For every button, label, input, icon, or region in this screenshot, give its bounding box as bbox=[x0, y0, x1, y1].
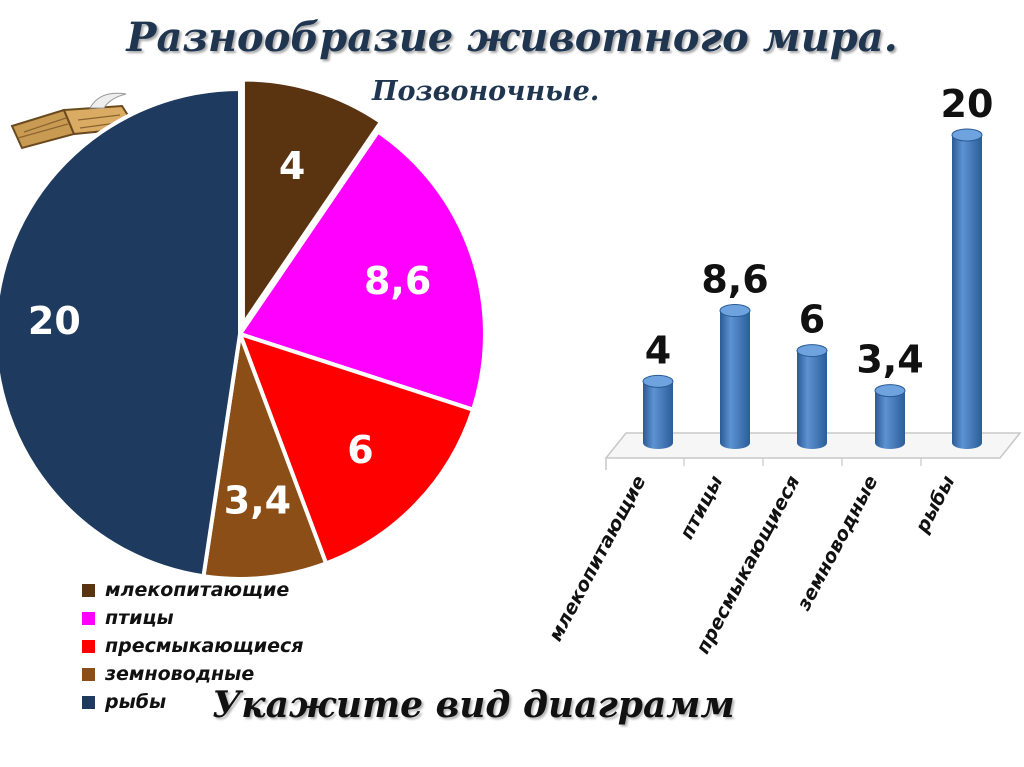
bar-top bbox=[874, 384, 906, 398]
legend-label: млекопитающие bbox=[105, 579, 290, 601]
page-title: Разнообразие животного мира. bbox=[126, 14, 898, 61]
pie-legend: млекопитающие птицы пресмыкающиеся земновод… bbox=[82, 576, 303, 716]
pie-data-label: 3,4 bbox=[224, 479, 291, 523]
bar-data-label: 4 bbox=[645, 328, 671, 372]
legend-item: рыбы bbox=[82, 688, 303, 716]
legend-label: пресмыкающиеся bbox=[105, 635, 304, 657]
pie-slice-3 bbox=[236, 330, 476, 566]
open-book-icon bbox=[10, 92, 138, 150]
legend-item: пресмыкающиеся bbox=[82, 632, 303, 660]
bar-body bbox=[952, 135, 982, 449]
pie-slice-4 bbox=[201, 326, 329, 581]
bar-category-label: птицы bbox=[676, 472, 728, 543]
legend-label: земноводные bbox=[105, 663, 255, 685]
bar-data-label: 20 bbox=[941, 82, 994, 126]
bar-data-label: 6 bbox=[799, 298, 825, 342]
bar-top bbox=[796, 344, 828, 358]
legend-swatch bbox=[82, 695, 95, 709]
bar-1 bbox=[642, 374, 674, 449]
bar-data-label: 8,6 bbox=[701, 258, 768, 302]
bar-top bbox=[719, 304, 751, 318]
pie-data-label: 6 bbox=[347, 428, 373, 472]
pie-data-label: 4 bbox=[279, 144, 305, 188]
bar-category-label: млекопитающие bbox=[544, 472, 650, 645]
bar-body bbox=[797, 350, 827, 449]
pie-slice-2 bbox=[236, 128, 487, 413]
pie-data-label: 20 bbox=[28, 299, 81, 343]
legend-item: млекопитающие bbox=[82, 576, 303, 604]
page-subtitle: Позвоночные. bbox=[372, 76, 600, 107]
bar-body bbox=[720, 310, 750, 449]
footer-question: Укажите вид диаграмм bbox=[212, 684, 735, 726]
bar-2 bbox=[719, 304, 751, 449]
legend-swatch bbox=[82, 583, 95, 597]
legend-swatch bbox=[82, 611, 95, 625]
legend-label: птицы bbox=[105, 607, 174, 629]
legend-item: птицы bbox=[82, 604, 303, 632]
legend-swatch bbox=[82, 639, 95, 653]
pie-slice-1 bbox=[240, 77, 384, 331]
bar-data-label: 3,4 bbox=[856, 338, 923, 382]
bar-5 bbox=[951, 128, 983, 449]
bar-category-label: рыбы bbox=[911, 472, 960, 537]
pie-slice-5 bbox=[0, 86, 242, 579]
pie-data-label: 8,6 bbox=[364, 259, 431, 303]
legend-item: земноводные bbox=[82, 660, 303, 688]
bar-4 bbox=[874, 384, 906, 449]
legend-swatch bbox=[82, 667, 95, 681]
bar-top bbox=[951, 128, 983, 142]
bar-category-label: земноводные bbox=[792, 472, 882, 615]
bar-body bbox=[643, 381, 673, 449]
bar-3 bbox=[796, 344, 828, 449]
bar-top bbox=[642, 374, 674, 388]
bar-body bbox=[875, 390, 905, 449]
legend-label: рыбы bbox=[105, 691, 167, 713]
